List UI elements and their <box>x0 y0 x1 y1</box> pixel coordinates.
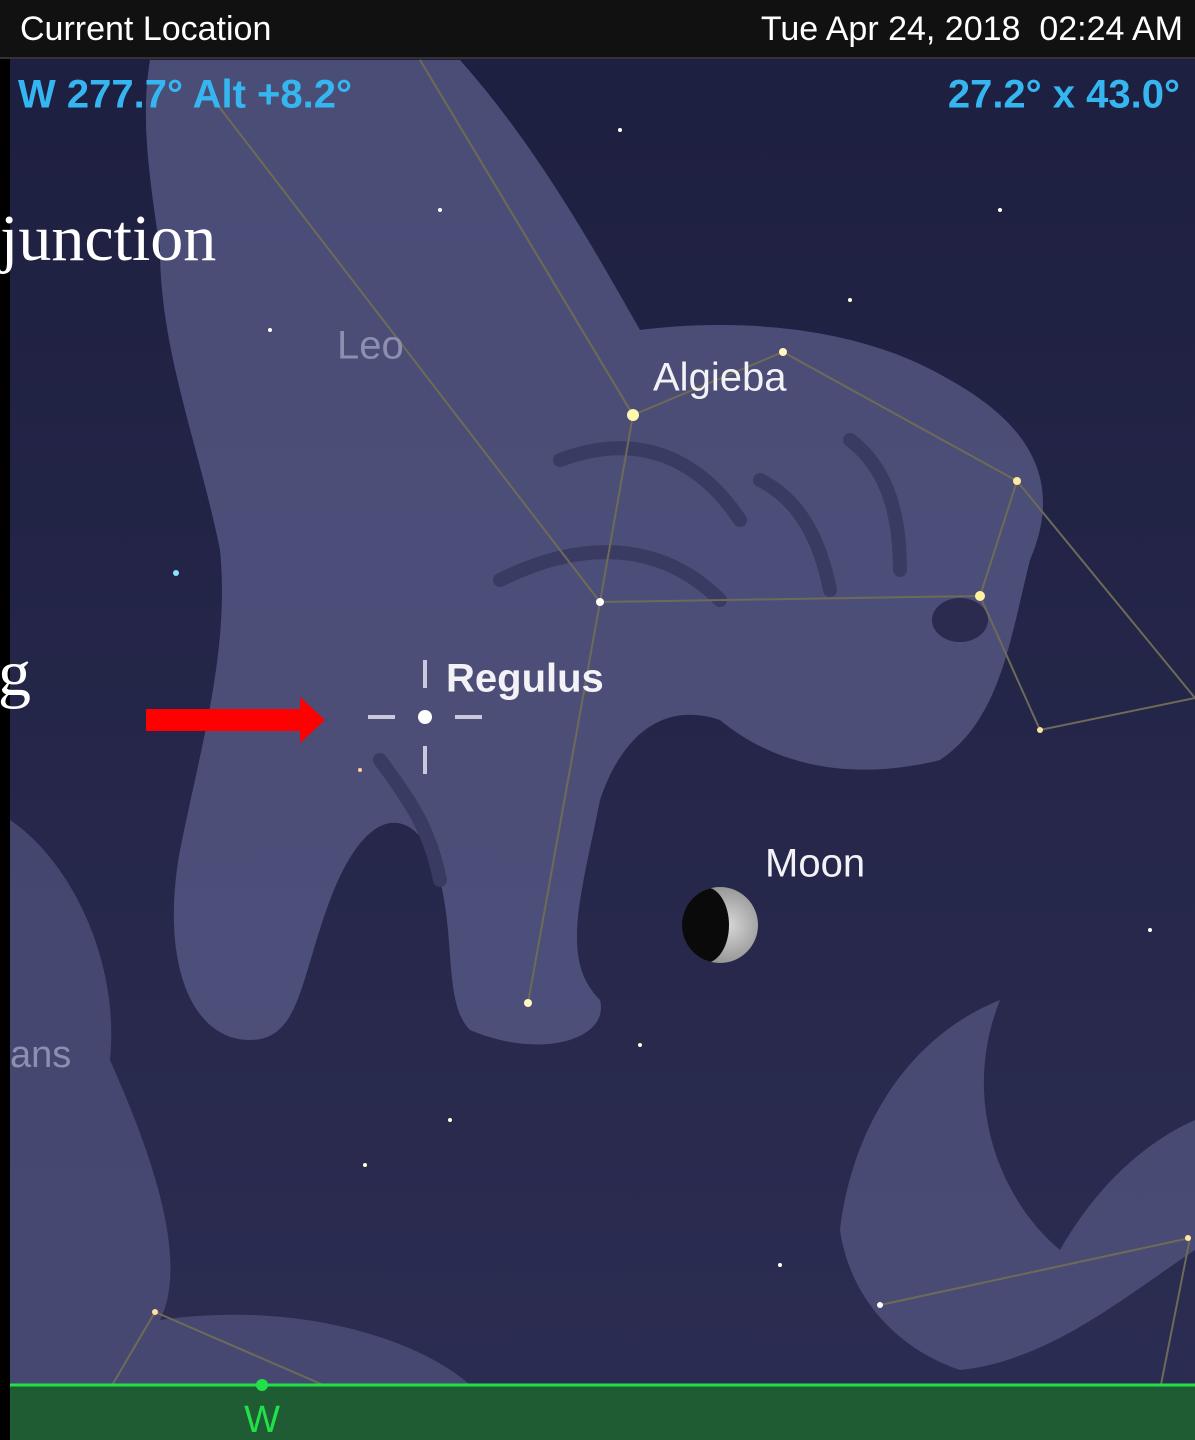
star-label: Regulus <box>446 657 604 701</box>
field-of-view: 27.2° x 43.0° <box>948 73 1180 117</box>
overlay-text: junction <box>0 202 216 275</box>
constellation-label: Leo <box>337 324 404 368</box>
lower-left-figure <box>10 820 470 1385</box>
status-bar <box>0 0 1195 58</box>
regulus-target <box>368 660 482 774</box>
pointer-arrow <box>146 697 325 743</box>
lion-nose <box>932 598 988 642</box>
constellation-label: ans <box>10 1034 71 1076</box>
coordinates: W 277.7° Alt +8.2° <box>18 73 352 117</box>
datetime-label: Tue Apr 24, 2018 02:24 AM <box>761 10 1183 48</box>
moon-label: Moon <box>765 842 865 886</box>
left-edge <box>0 0 10 1440</box>
stars <box>152 128 1191 1315</box>
horizon-ground <box>10 1385 1195 1440</box>
horizon-direction-label: W <box>244 1399 280 1440</box>
horizon-direction-dot <box>256 1379 268 1391</box>
moon <box>682 887 758 963</box>
location-label: Current Location <box>20 10 271 48</box>
lion-mane-strokes <box>373 433 907 887</box>
lower-right-figure <box>840 1000 1195 1370</box>
star-label: Algieba <box>653 356 787 400</box>
overlay-text: g <box>0 637 31 710</box>
